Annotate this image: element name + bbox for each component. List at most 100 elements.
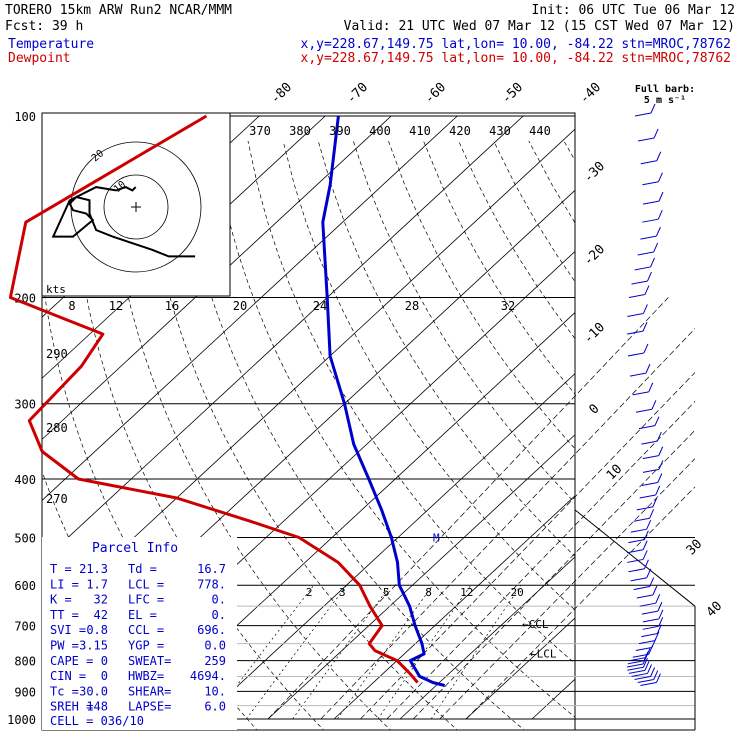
parcel-row-value: 32 [94, 593, 108, 607]
barb-legend-units: 5 m s⁻¹ [644, 95, 686, 106]
wind-barb [637, 595, 653, 598]
parcel-row-label: SHEAR= [128, 684, 171, 698]
header-line1-left: TORERO 15km ARW Run2 NCAR/MMM [5, 3, 232, 18]
wind-barb [640, 683, 656, 686]
parcel-row-value: 42 [94, 608, 108, 622]
isotherm-label: -70 [344, 80, 371, 107]
parcel-row-value: 696. [197, 623, 226, 637]
wind-barb [642, 219, 658, 222]
wind-barb [641, 634, 657, 637]
parcel-row-label: HWBZ= [128, 669, 164, 683]
wind-barb [630, 373, 646, 376]
wind-barb-feather [656, 227, 660, 236]
wind-barb [635, 677, 651, 680]
pressure-label: 700 [14, 620, 36, 634]
parcel-row-value: 0 [101, 669, 108, 683]
theta-label: 410 [409, 124, 431, 138]
isotherm-label: -50 [499, 80, 526, 107]
parcel-row-value: 30.0 [79, 684, 108, 698]
hodograph-speed-label: 8 [68, 299, 75, 313]
moist-adiabat [413, 298, 740, 720]
wind-barb-feather [645, 286, 649, 295]
wind-barb [643, 469, 659, 472]
parcel-row-value: 0.8 [86, 623, 108, 637]
parcel-row-label: Td = [128, 562, 157, 576]
parcel-row-value: 16.7 [197, 562, 226, 576]
parcel-row-label: YGP = [128, 639, 164, 653]
wind-barb [642, 483, 658, 486]
wind-barb [634, 587, 650, 590]
parcel-row-label: Tc = [50, 684, 79, 698]
mixing-ratio-line [431, 585, 521, 719]
wind-barb-feather [654, 243, 658, 252]
pressure-label: 300 [14, 398, 36, 412]
wind-barb-feather [656, 486, 660, 495]
barb-legend-title: Full barb: [635, 84, 695, 95]
wind-barb [627, 667, 643, 670]
wind-barb-feather [643, 304, 647, 313]
wind-barb-feather [647, 569, 651, 578]
parcel-row-label: T = [50, 562, 72, 576]
hodograph-speed-label: 20 [233, 299, 247, 313]
wind-barb [640, 495, 656, 498]
wind-barb [633, 392, 649, 395]
wind-barb-feather [653, 498, 657, 507]
parcel-row-label: PW = [50, 639, 79, 653]
wind-barb [629, 295, 645, 298]
theta-label: 400 [369, 124, 391, 138]
isotherm [466, 116, 740, 719]
hodograph-speed-label: 24 [313, 299, 327, 313]
wind-barb-feather [654, 129, 658, 138]
wind-barb [642, 182, 658, 185]
temperature-location: x,y=228.67,149.75 lat,lon= 10.00, -84.22… [301, 37, 731, 52]
theta-left-label: 280 [46, 421, 68, 435]
isotherm-label: -80 [268, 80, 295, 107]
parcel-row-value: 148 [86, 700, 108, 714]
wind-barb [627, 550, 643, 553]
theta-label: 430 [489, 124, 511, 138]
wind-barb [628, 540, 644, 543]
wind-barb-feather [643, 550, 647, 559]
parcel-row-label: LAPSE= [128, 700, 171, 714]
wind-barb-feather [656, 594, 660, 603]
frame-slant [575, 510, 695, 606]
wind-barb-feather [644, 344, 648, 353]
parcel-row-label: LCL = [128, 577, 164, 591]
header-forecast: Fcst: 39 h [5, 19, 83, 34]
temperature-profile [323, 116, 445, 686]
wind-barb [631, 281, 647, 284]
pressure-label: 100 [14, 110, 36, 124]
parcel-row-value: 1.7 [86, 577, 108, 591]
header-valid: Valid: 21 UTC Wed 07 Mar 12 (15 CST Wed … [344, 19, 735, 34]
wind-barb [635, 267, 651, 270]
wind-barb [627, 313, 643, 316]
pressure-label: 1000 [7, 713, 36, 727]
isotherm [598, 116, 740, 719]
wind-barb [628, 569, 644, 572]
wind-barb [642, 611, 658, 614]
hodograph-speed-label: 32 [501, 299, 515, 313]
wind-barb-feather [657, 152, 661, 161]
wind-barb [643, 456, 659, 459]
wind-barb-feather [644, 531, 648, 540]
moist-adiabat [466, 298, 740, 720]
wind-barb [640, 236, 656, 239]
parcel-cell: CELL = 036/10 [50, 714, 144, 728]
wind-barb-feather [654, 671, 658, 680]
wind-barb [641, 441, 657, 444]
parcel-row-label: SWEAT= [128, 654, 171, 668]
parcel-row-label: TT = [50, 608, 79, 622]
wind-barb-feather [649, 383, 653, 392]
wind-barb [631, 578, 647, 581]
wind-barb-feather [653, 586, 657, 595]
wind-barb-feather [658, 474, 662, 483]
moist-adiabats [268, 298, 740, 720]
wind-barb [639, 426, 655, 429]
theta-left-label: 290 [46, 347, 68, 361]
wind-barb-feather [656, 674, 660, 683]
wind-barb-feather [658, 173, 662, 182]
wind-barb-feather [659, 460, 663, 469]
wind-barb [641, 161, 657, 164]
